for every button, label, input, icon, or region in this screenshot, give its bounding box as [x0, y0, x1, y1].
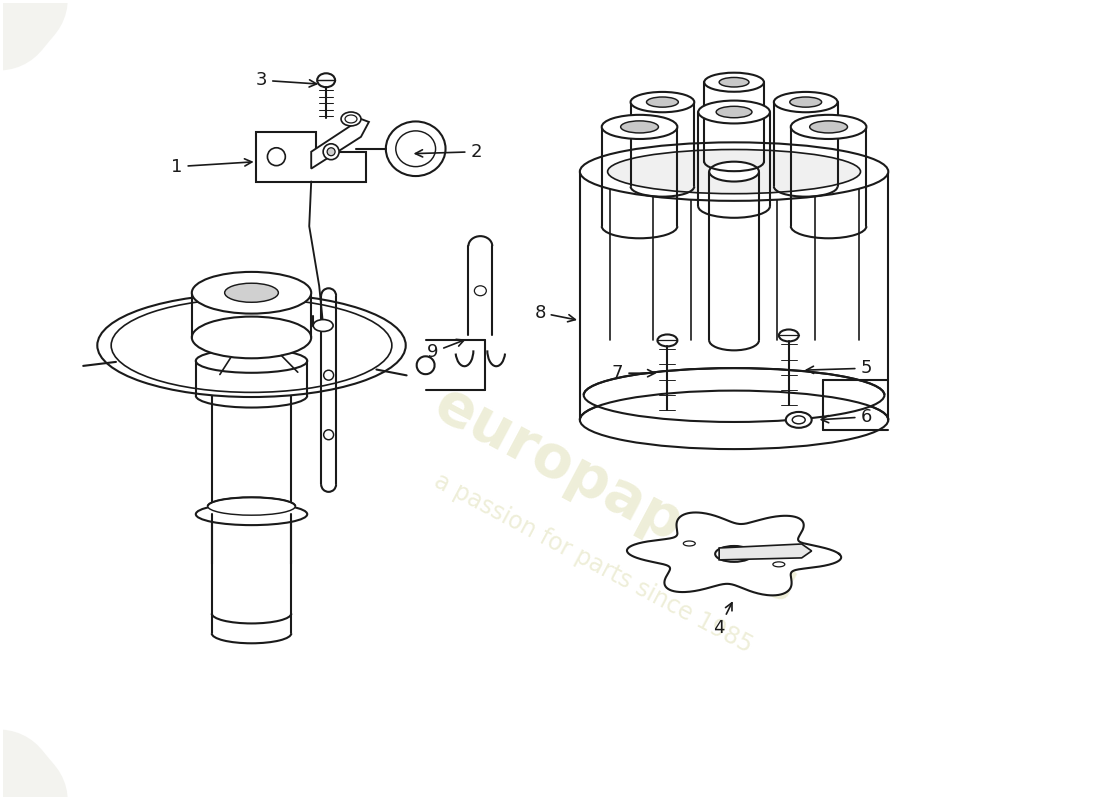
Ellipse shape: [345, 115, 358, 123]
Ellipse shape: [792, 416, 805, 424]
Ellipse shape: [111, 298, 392, 392]
Ellipse shape: [196, 349, 307, 373]
Ellipse shape: [683, 541, 695, 546]
Text: 9: 9: [427, 339, 464, 362]
Ellipse shape: [580, 390, 889, 449]
Text: a passion for parts since 1985: a passion for parts since 1985: [430, 469, 757, 658]
Ellipse shape: [191, 317, 311, 358]
Ellipse shape: [224, 283, 278, 302]
Ellipse shape: [774, 92, 837, 112]
Text: 4: 4: [714, 602, 732, 638]
Ellipse shape: [341, 112, 361, 126]
Ellipse shape: [704, 73, 763, 92]
Ellipse shape: [323, 144, 339, 160]
Polygon shape: [256, 132, 366, 182]
Ellipse shape: [698, 101, 770, 123]
Ellipse shape: [208, 498, 295, 515]
Ellipse shape: [602, 115, 678, 139]
Text: europaparts: europaparts: [425, 375, 807, 615]
Ellipse shape: [719, 78, 749, 87]
Ellipse shape: [314, 319, 333, 331]
Polygon shape: [311, 119, 368, 169]
Ellipse shape: [630, 92, 694, 112]
Text: 7: 7: [612, 364, 654, 382]
Ellipse shape: [810, 121, 847, 133]
Ellipse shape: [704, 73, 763, 92]
Ellipse shape: [386, 122, 446, 176]
Ellipse shape: [791, 115, 867, 139]
Ellipse shape: [774, 92, 837, 112]
Ellipse shape: [267, 148, 285, 166]
Text: 5: 5: [806, 359, 872, 378]
Ellipse shape: [716, 106, 752, 118]
Ellipse shape: [658, 334, 678, 346]
Text: 8: 8: [535, 304, 575, 322]
Polygon shape: [627, 513, 842, 595]
Ellipse shape: [191, 272, 311, 314]
Ellipse shape: [327, 148, 336, 156]
Ellipse shape: [779, 330, 799, 342]
Ellipse shape: [710, 162, 759, 182]
Text: 1: 1: [172, 158, 252, 176]
Ellipse shape: [773, 562, 784, 567]
Text: 2: 2: [416, 142, 482, 161]
Ellipse shape: [647, 97, 679, 107]
Ellipse shape: [620, 121, 659, 133]
Ellipse shape: [715, 546, 754, 562]
Ellipse shape: [97, 294, 406, 397]
Ellipse shape: [698, 101, 770, 123]
Ellipse shape: [323, 370, 333, 380]
Ellipse shape: [607, 150, 860, 194]
Ellipse shape: [584, 368, 884, 422]
Polygon shape: [719, 544, 812, 560]
Ellipse shape: [580, 142, 889, 201]
Text: 6: 6: [822, 408, 872, 426]
Ellipse shape: [396, 131, 436, 166]
Ellipse shape: [602, 115, 678, 139]
Ellipse shape: [630, 92, 694, 112]
Ellipse shape: [790, 97, 822, 107]
Text: 3: 3: [255, 71, 317, 90]
Ellipse shape: [317, 74, 336, 87]
Ellipse shape: [323, 430, 333, 440]
Ellipse shape: [196, 503, 307, 525]
Ellipse shape: [791, 115, 867, 139]
Ellipse shape: [474, 286, 486, 296]
Ellipse shape: [785, 412, 812, 428]
